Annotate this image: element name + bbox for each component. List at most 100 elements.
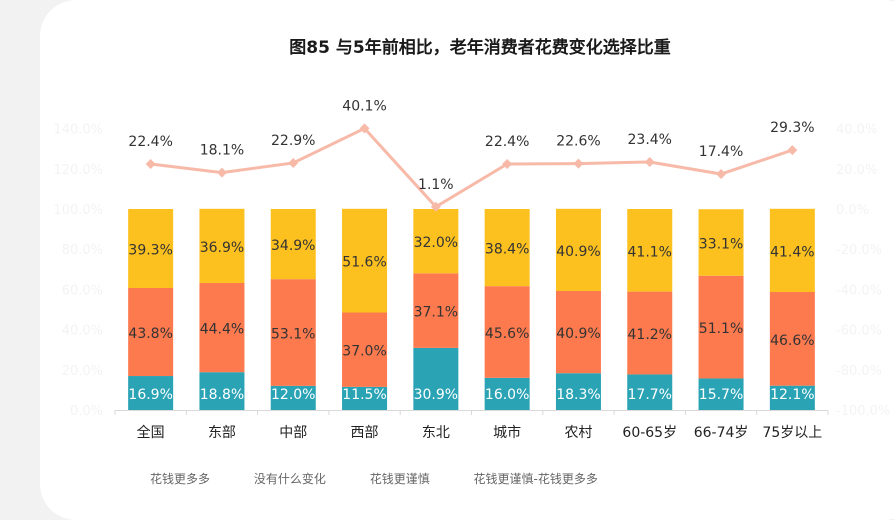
bar-data-label: 32.0%	[414, 235, 458, 251]
line-data-label: 17.4%	[699, 144, 743, 160]
bar-data-label: 30.9%	[414, 387, 458, 403]
line-data-label: 1.1%	[418, 177, 454, 193]
line-data-label: 40.1%	[342, 98, 386, 114]
line-data-label: 22.9%	[271, 133, 315, 149]
bar-segment	[484, 377, 530, 410]
bar-segment	[769, 292, 815, 386]
bar-segment	[627, 209, 673, 292]
bar-data-label: 37.0%	[342, 344, 386, 360]
legend-item: 花钱更多多	[150, 472, 211, 486]
bar-segment	[128, 209, 174, 288]
bar-data-label: 40.9%	[556, 244, 600, 260]
bar-data-label: 18.8%	[200, 387, 244, 403]
bar-data-label: 51.6%	[342, 255, 386, 271]
bar-segment	[484, 286, 530, 378]
x-tick-label: 75岁以上	[762, 425, 822, 441]
bar-data-label: 12.0%	[271, 387, 315, 403]
right-axis-tick: -80.0%	[836, 364, 882, 379]
line-point	[288, 157, 299, 168]
x-tick-label: 中部	[279, 425, 307, 441]
line-series	[150, 126, 793, 209]
bar-data-label: 41.4%	[770, 244, 814, 260]
right-axis-tick: -20.0%	[836, 243, 882, 258]
legend-item: 花钱更谨慎	[369, 472, 430, 486]
bar-segment	[555, 208, 601, 292]
bar-data-label: 36.9%	[200, 240, 244, 256]
right-axis-tick: 40.0%	[836, 123, 877, 138]
bar-data-label: 37.1%	[414, 305, 458, 321]
bar-segment	[128, 287, 174, 377]
left-axis-tick: 120.0%	[53, 163, 103, 178]
x-tick-label: 全国	[137, 424, 165, 441]
bar-data-label: 39.3%	[128, 242, 172, 258]
bar-segment	[769, 208, 815, 293]
bar-data-label: 18.3%	[556, 387, 600, 403]
bar-data-label: 38.4%	[485, 242, 529, 258]
x-tick-label: 农村	[564, 425, 592, 441]
bar-data-label: 11.5%	[342, 387, 386, 403]
line-point	[787, 145, 798, 156]
line-point	[216, 167, 227, 178]
bar-segment	[769, 385, 815, 410]
line-data-label: 22.6%	[556, 134, 600, 150]
left-axis-tick: 40.0%	[62, 324, 103, 339]
bar-segment	[199, 282, 245, 373]
chart-title: 图85 与5年前相比，老年消费者花费变化选择比重	[289, 38, 671, 58]
bar-data-label: 53.1%	[271, 327, 315, 343]
chart-svg: 0.0% 20.0% 40.0% 60.0% 80.0% 100.0% 120.0% 140.…	[53, 98, 890, 441]
bar-data-label: 46.6%	[770, 333, 814, 349]
legend-item: 没有什么变化	[253, 472, 326, 486]
bar-data-label: 34.9%	[271, 238, 315, 254]
left-axis-tick: 80.0%	[62, 243, 103, 258]
x-tick-label: 东部	[208, 425, 236, 441]
right-axis-tick: -40.0%	[836, 283, 882, 298]
bar-segment	[342, 208, 388, 313]
bar-segment	[413, 347, 459, 410]
line-point	[573, 158, 584, 169]
bar-segment	[342, 312, 388, 387]
bar-segment	[199, 372, 245, 410]
bar-data-label: 40.9%	[556, 326, 600, 342]
bar-segment	[698, 209, 744, 276]
bar-segment	[484, 209, 530, 287]
bar-segment	[698, 275, 744, 379]
line-point	[430, 201, 441, 212]
line-data-label: 23.4%	[628, 132, 672, 148]
line-data-label: 22.4%	[128, 134, 172, 150]
x-tick-label: 城市	[493, 424, 521, 441]
bar-segment	[128, 376, 174, 410]
line-data-label: 29.3%	[770, 120, 814, 136]
chart-card	[40, 0, 894, 520]
bar-segment	[270, 385, 316, 410]
bar-data-label: 12.1%	[770, 387, 814, 403]
x-tick-label: 东北	[422, 425, 450, 441]
x-tick-label: 66-74岁	[694, 425, 749, 441]
legend: 花钱更多多 没有什么变化 花钱更谨慎 花钱更谨慎-花钱更多多	[150, 470, 638, 487]
bar-data-label: 41.1%	[628, 244, 672, 260]
right-axis-tick: -100.0%	[836, 404, 890, 419]
bar-data-label: 41.2%	[628, 327, 672, 343]
bar-data-label: 33.1%	[699, 236, 743, 252]
left-axis-tick: 60.0%	[62, 283, 103, 298]
x-tick-label: 西部	[351, 425, 379, 441]
bar-data-label: 43.8%	[128, 326, 172, 342]
bar-segment	[199, 208, 245, 283]
line-point	[359, 123, 370, 134]
left-axis-tick: 0.0%	[70, 404, 103, 419]
bar-data-label: 17.7%	[628, 387, 672, 403]
bar-data-label: 16.9%	[128, 387, 172, 403]
left-axis-tick: 140.0%	[53, 123, 103, 138]
bar-segment	[270, 209, 316, 280]
line-data-label: 22.4%	[485, 134, 529, 150]
bar-segment	[413, 273, 459, 348]
bar-segment	[627, 374, 673, 410]
left-axis-tick: 100.0%	[53, 203, 103, 218]
bar-segment	[555, 373, 601, 410]
x-tick-label: 60-65岁	[622, 425, 677, 441]
bar-data-label: 15.7%	[699, 387, 743, 403]
line-point	[145, 158, 156, 169]
line-point	[644, 156, 655, 167]
left-axis-tick: 20.0%	[62, 364, 103, 379]
line-point	[716, 169, 727, 180]
bar-segment	[342, 386, 388, 410]
